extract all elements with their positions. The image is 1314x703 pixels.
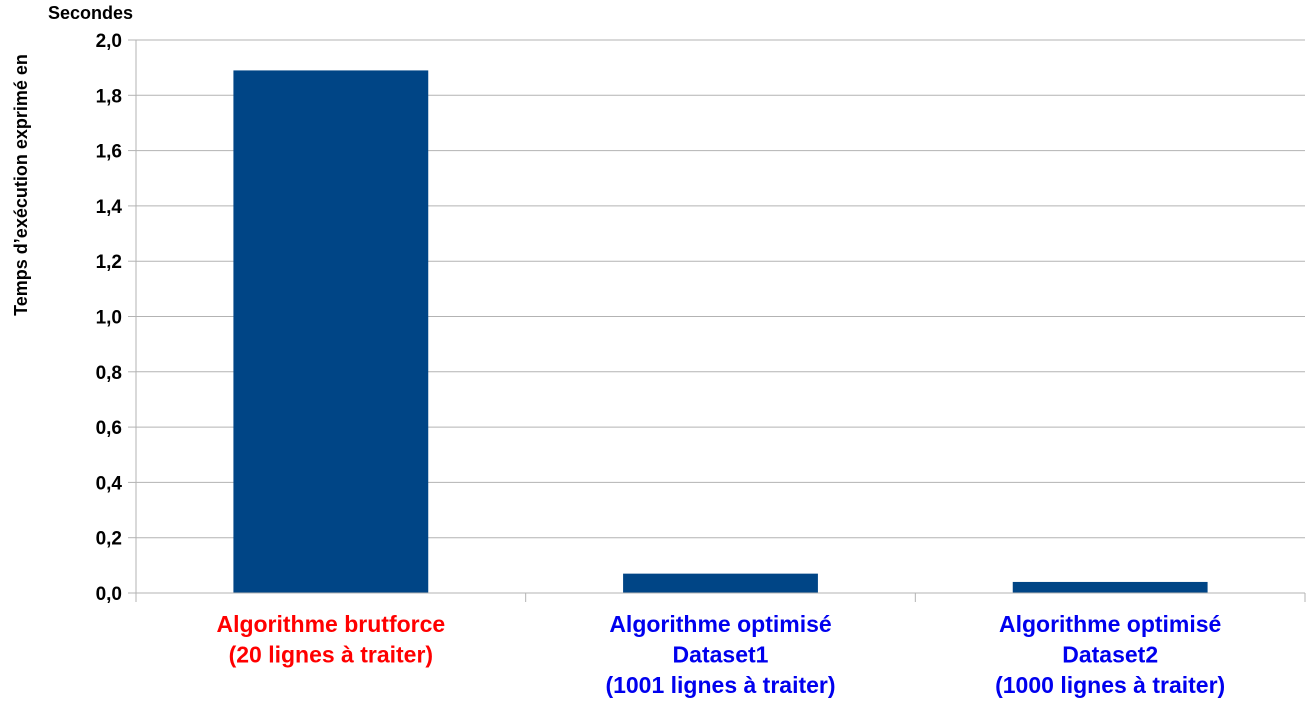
bar — [1012, 581, 1208, 593]
x-category-label-line: Algorithme optimisé — [609, 611, 831, 637]
bars — [233, 70, 1208, 594]
x-category-label-line: Dataset2 — [1062, 642, 1158, 668]
x-category-labels: Algorithme brutforce (20 lignes à traiter… — [216, 611, 1225, 698]
x-category-label-line: (1001 lignes à traiter) — [605, 672, 835, 698]
y-tick-label: 2,0 — [96, 31, 122, 52]
axes — [128, 39, 1306, 602]
x-category-label: Algorithme optimisé Dataset1 (1001 lignes … — [605, 611, 835, 698]
y-tick-labels: 0,0 0,2 0,4 0,6 0,8 1,0 1,2 1,4 1,6 1,8 2,0 — [96, 31, 123, 605]
x-category-label-line: (1000 lignes à traiter) — [995, 672, 1225, 698]
y-tick-label: 1,0 — [96, 308, 122, 329]
y-tick-label: 0,4 — [96, 473, 123, 494]
bar — [233, 70, 429, 594]
y-tick-label: 0,2 — [96, 529, 122, 550]
y-tick-label: 1,8 — [96, 86, 122, 107]
y-tick-label: 0,6 — [96, 418, 122, 439]
y-tick-label: 1,6 — [96, 142, 122, 163]
x-category-label-line: Algorithme brutforce — [216, 611, 445, 637]
y-tick-label: 1,4 — [96, 197, 123, 218]
x-category-label-line: Dataset1 — [673, 642, 769, 668]
x-category-label-line: Algorithme optimisé — [999, 611, 1221, 637]
x-category-label-line: (20 lignes à traiter) — [229, 642, 434, 668]
x-category-label: Algorithme brutforce (20 lignes à traiter… — [216, 611, 445, 668]
bar — [623, 573, 818, 593]
x-category-label: Algorithme optimisé Dataset2 (1000 lignes … — [995, 611, 1225, 698]
y-tick-label: 1,2 — [96, 252, 122, 273]
y-tick-label: 0,0 — [96, 584, 122, 605]
y-axis-unit-label: Secondes — [48, 3, 133, 23]
y-axis-label: Temps d’exécution exprimé en — [11, 54, 31, 316]
y-tick-label: 0,8 — [96, 363, 122, 384]
